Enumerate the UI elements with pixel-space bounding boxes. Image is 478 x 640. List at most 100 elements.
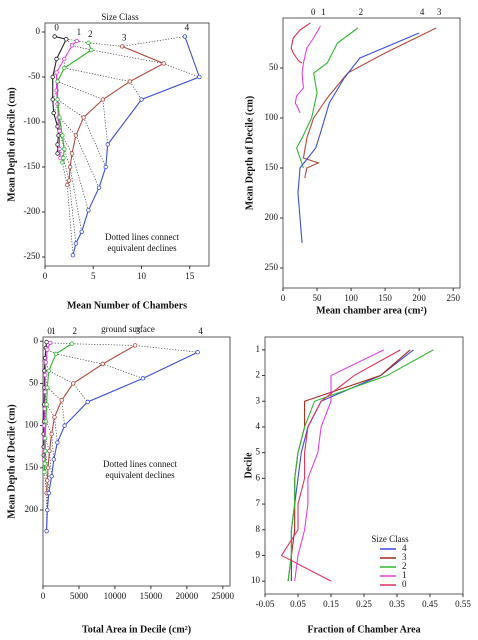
series-label: 0 xyxy=(311,7,316,17)
point xyxy=(70,252,76,258)
point xyxy=(64,182,70,188)
series-line xyxy=(43,342,51,460)
point xyxy=(45,478,50,483)
point xyxy=(55,97,60,102)
y-tick-label: 200 xyxy=(265,212,279,222)
point xyxy=(50,97,55,102)
point xyxy=(100,97,106,102)
x-tick-label: 50 xyxy=(313,293,323,303)
point xyxy=(103,164,108,170)
point xyxy=(140,376,146,381)
connector xyxy=(52,71,109,145)
x-tick-label: 0.05 xyxy=(290,599,306,609)
point xyxy=(96,185,102,190)
point xyxy=(42,448,48,454)
point xyxy=(139,97,144,102)
point xyxy=(42,436,48,441)
point xyxy=(55,151,60,156)
x-tick-label: 15000 xyxy=(140,591,163,601)
point xyxy=(64,37,69,42)
series-label: 1 xyxy=(51,326,56,336)
legend-label: 1 xyxy=(402,570,407,580)
point xyxy=(85,399,90,405)
connector xyxy=(54,36,185,47)
y-tick-label: 100 xyxy=(265,112,279,122)
series-label: 3 xyxy=(122,32,127,42)
series-label: 4 xyxy=(198,326,203,336)
series-line xyxy=(302,27,437,179)
point xyxy=(182,34,188,39)
point xyxy=(44,339,49,345)
point xyxy=(46,368,51,373)
y-tick-label: 4 xyxy=(256,421,261,431)
series-line xyxy=(56,42,92,163)
legend-title: Size Class xyxy=(371,534,409,544)
x-tick-label: 0.15 xyxy=(323,599,339,609)
series-line xyxy=(290,22,311,64)
point xyxy=(195,349,200,355)
x-tick-label: 100 xyxy=(344,293,358,303)
y-axis-title: Mean Depth of Decile (cm) xyxy=(6,404,17,518)
x-tick-label: 0 xyxy=(41,591,46,601)
point xyxy=(132,343,138,348)
x-axis-title: Total Area in Decile (cm²) xyxy=(82,624,191,635)
y-tick-label: 100 xyxy=(25,420,39,430)
series-line xyxy=(287,349,414,582)
x-tick-label: 0.45 xyxy=(422,599,438,609)
legend-label: 4 xyxy=(402,543,407,553)
series-label: 4 xyxy=(185,23,190,33)
legend-label: 3 xyxy=(402,552,407,562)
y-tick-label: 1 xyxy=(256,344,261,354)
y-tick-label: 9 xyxy=(256,550,261,560)
note: equivalent declines xyxy=(107,243,177,253)
point xyxy=(43,419,49,424)
series-line xyxy=(43,341,48,456)
legend-label: 0 xyxy=(402,579,407,589)
point xyxy=(62,56,67,62)
y-tick-label: 50 xyxy=(269,62,279,72)
point xyxy=(42,389,48,395)
series-line xyxy=(66,45,165,186)
point xyxy=(54,56,59,62)
point xyxy=(69,151,75,156)
x-tick-label: 25000 xyxy=(212,591,235,601)
connector xyxy=(46,341,198,353)
point xyxy=(42,461,47,466)
point xyxy=(79,229,84,234)
point xyxy=(66,178,72,183)
y-tick-label: -50 xyxy=(28,71,40,81)
series-line xyxy=(287,349,434,582)
legend-label: 2 xyxy=(402,561,407,571)
y-tick-label: 150 xyxy=(265,162,279,172)
point xyxy=(73,241,79,246)
point xyxy=(52,414,57,420)
series-label: 3 xyxy=(437,7,442,17)
point xyxy=(45,347,50,352)
note: Dotted lines connect xyxy=(103,459,177,469)
x-tick-label: 10 xyxy=(137,271,147,281)
point xyxy=(71,381,76,386)
point xyxy=(60,133,65,138)
point xyxy=(127,79,133,84)
point xyxy=(47,448,52,454)
series-label: 0 xyxy=(47,326,52,336)
point xyxy=(42,372,48,378)
point xyxy=(62,423,67,428)
point xyxy=(100,361,105,367)
point xyxy=(55,79,60,84)
y-tick-label: 50 xyxy=(29,377,39,387)
point xyxy=(74,38,80,44)
point xyxy=(47,340,53,346)
point xyxy=(73,133,79,138)
x-axis-title: Fraction of Chamber Area xyxy=(307,624,420,635)
y-tick-label: -200 xyxy=(24,206,41,216)
point xyxy=(57,115,62,120)
x-tick-label: 150 xyxy=(378,293,392,303)
point xyxy=(86,40,91,45)
y-axis-title: Mean Depth of Decile (cm) xyxy=(244,96,255,210)
point xyxy=(54,70,59,75)
point xyxy=(81,115,86,120)
x-tick-label: 20000 xyxy=(176,591,199,601)
x-tick-label: 250 xyxy=(446,293,460,303)
